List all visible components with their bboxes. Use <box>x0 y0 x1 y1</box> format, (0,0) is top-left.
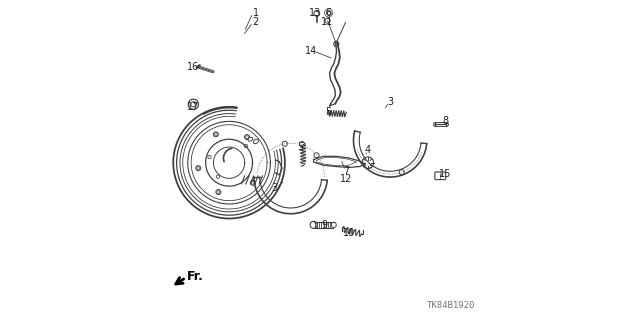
Text: 11: 11 <box>321 17 333 27</box>
Text: 7: 7 <box>343 166 349 176</box>
Text: 8: 8 <box>442 116 449 126</box>
Text: 16: 16 <box>187 62 199 72</box>
Circle shape <box>325 18 330 23</box>
Text: 3: 3 <box>271 183 278 193</box>
Text: 13: 13 <box>308 8 321 18</box>
Ellipse shape <box>253 139 259 144</box>
Circle shape <box>331 222 336 227</box>
Text: Fr.: Fr. <box>187 271 204 283</box>
Circle shape <box>314 153 319 158</box>
Circle shape <box>333 41 339 47</box>
Circle shape <box>216 175 220 178</box>
Text: 12: 12 <box>340 174 353 184</box>
Text: 10: 10 <box>342 228 355 238</box>
Circle shape <box>282 141 287 146</box>
Text: 2: 2 <box>252 17 259 27</box>
Circle shape <box>188 99 198 109</box>
Circle shape <box>244 135 250 140</box>
Text: 9: 9 <box>321 220 327 230</box>
Circle shape <box>213 132 218 137</box>
Text: 4: 4 <box>364 145 371 155</box>
Text: 5: 5 <box>297 142 303 152</box>
Circle shape <box>314 11 320 16</box>
Text: 6: 6 <box>326 8 332 18</box>
Text: 5: 5 <box>326 107 332 117</box>
Text: 14: 14 <box>305 46 317 56</box>
FancyBboxPatch shape <box>435 172 445 180</box>
Circle shape <box>244 144 248 148</box>
Circle shape <box>196 166 201 171</box>
Circle shape <box>310 221 317 228</box>
Text: TK84B1920: TK84B1920 <box>427 301 475 310</box>
Circle shape <box>326 11 331 15</box>
Circle shape <box>216 189 221 195</box>
Text: 15: 15 <box>439 169 452 179</box>
Circle shape <box>208 155 211 159</box>
Circle shape <box>362 157 374 168</box>
Ellipse shape <box>248 137 253 141</box>
Text: 3: 3 <box>387 97 393 107</box>
Circle shape <box>399 170 404 175</box>
Text: 17: 17 <box>187 102 199 112</box>
Circle shape <box>250 180 255 185</box>
Text: 1: 1 <box>253 8 259 18</box>
Circle shape <box>366 164 371 169</box>
